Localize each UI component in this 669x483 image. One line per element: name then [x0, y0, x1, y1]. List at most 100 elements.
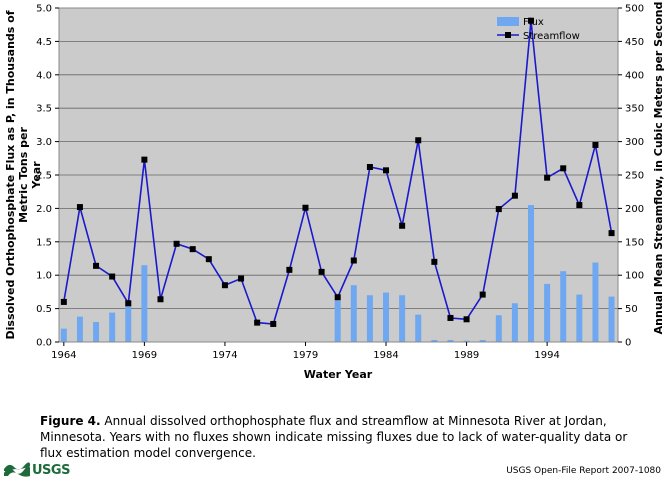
y-left-tick-label: 4.0 — [36, 70, 52, 81]
flux-bar — [350, 285, 357, 342]
left-axis-label-line-3: Year — [30, 161, 43, 190]
streamflow-marker — [109, 273, 116, 280]
y-left-tick-label: 3.5 — [36, 104, 52, 115]
streamflow-marker — [366, 163, 373, 170]
gridlines — [59, 41, 618, 310]
streamflow-marker — [576, 202, 583, 209]
x-tick-label: 1989 — [454, 350, 479, 361]
flux-bar — [592, 262, 599, 342]
y-left-tick-label: 2.5 — [36, 171, 52, 182]
right-axis-label: Annual Mean Streamflow, in Cubic Meters … — [652, 2, 665, 335]
flux-bar — [415, 314, 422, 342]
flux-bar — [60, 328, 67, 342]
streamflow-marker — [221, 282, 228, 289]
streamflow-marker — [495, 206, 502, 213]
y-left-tick-label: 2.0 — [36, 204, 52, 215]
streamflow-marker — [76, 204, 83, 211]
flux-bar — [447, 339, 454, 342]
flux-bar — [431, 339, 438, 342]
streamflow-marker — [383, 167, 390, 174]
flux-bar — [125, 300, 132, 342]
y-left-tick-label: 5.0 — [36, 4, 52, 15]
report-number: USGS Open-File Report 2007-1080 — [506, 466, 661, 476]
x-tick-label: 1974 — [212, 350, 237, 361]
y-right-tick-label: 350 — [625, 104, 644, 115]
right-axis-ticks: 0 50 100 150 200 250 300 350 400 450 500 — [618, 4, 644, 349]
y-right-tick-label: 200 — [625, 204, 644, 215]
flux-bar — [383, 292, 390, 342]
legend-streamflow-marker — [505, 32, 511, 38]
streamflow-marker — [286, 266, 293, 273]
streamflow-marker — [399, 222, 406, 229]
x-tick-label: 1984 — [373, 350, 398, 361]
streamflow-marker — [592, 141, 599, 148]
y-right-tick-label: 150 — [625, 237, 644, 248]
streamflow-marker — [463, 316, 470, 323]
flux-bar — [495, 315, 502, 342]
y-right-tick-label: 250 — [625, 171, 644, 182]
streamflow-marker — [447, 314, 454, 321]
flux-bar — [366, 295, 373, 342]
streamflow-marker — [318, 268, 325, 275]
figure-caption: Figure 4. Annual dissolved orthophosphat… — [40, 413, 640, 461]
streamflow-marker — [189, 246, 196, 253]
streamflow-marker — [141, 156, 148, 163]
streamflow-marker — [238, 275, 245, 282]
flux-bar — [76, 316, 83, 342]
x-tick-label: 1964 — [51, 350, 76, 361]
flux-bar — [511, 303, 518, 342]
streamflow-marker — [93, 262, 100, 269]
flux-bar — [479, 339, 486, 342]
y-left-tick-label: 4.5 — [36, 37, 52, 48]
y-right-tick-label: 0 — [625, 338, 631, 349]
x-tick-label: 1969 — [132, 350, 157, 361]
left-axis-label: Dissolved Orthophosphate Flux as P, in T… — [4, 10, 43, 339]
streamflow-marker — [173, 240, 180, 247]
legend-flux-label: Flux — [523, 17, 544, 28]
y-right-tick-label: 50 — [625, 304, 638, 315]
x-axis-label: Water Year — [304, 368, 373, 381]
streamflow-marker — [415, 137, 422, 144]
usgs-logo-icon — [4, 462, 30, 477]
y-right-tick-label: 300 — [625, 137, 644, 148]
streamflow-marker — [528, 17, 535, 24]
usgs-logo-text: USGS — [32, 462, 70, 478]
flux-bar — [608, 296, 615, 342]
streamflow-line — [60, 17, 615, 327]
flux-bar — [334, 300, 341, 342]
streamflow-marker — [350, 257, 357, 264]
flux-bar — [576, 294, 583, 342]
streamflow-marker — [125, 300, 132, 307]
streamflow-marker — [511, 192, 518, 199]
y-left-tick-label: 3.0 — [36, 137, 52, 148]
flux-bar — [93, 321, 100, 342]
streamflow-marker — [60, 298, 67, 305]
streamflow-marker — [302, 204, 309, 211]
streamflow-marker — [431, 258, 438, 265]
left-axis-label-line-1: Dissolved Orthophosphate Flux as P, in T… — [4, 10, 17, 339]
left-axis-label-line-2: Metric Tons per — [17, 127, 30, 223]
flux-bar — [544, 283, 551, 342]
y-right-tick-label: 450 — [625, 37, 644, 48]
x-tick-label: 1994 — [534, 350, 559, 361]
y-left-tick-label: 0.0 — [36, 338, 52, 349]
y-right-tick-label: 400 — [625, 70, 644, 81]
streamflow-marker — [270, 320, 277, 327]
streamflow-marker — [544, 174, 551, 181]
flux-bar — [109, 312, 116, 342]
usgs-logo: USGS — [4, 462, 70, 478]
y-left-tick-label: 1.0 — [36, 271, 52, 282]
x-tick-label: 1979 — [293, 350, 318, 361]
legend: Flux Streamflow — [497, 17, 580, 42]
caption-text: Annual dissolved orthophosphate flux and… — [40, 414, 628, 460]
y-right-tick-label: 100 — [625, 271, 644, 282]
y-left-tick-label: 0.5 — [36, 304, 52, 315]
flux-bar — [399, 295, 406, 342]
chart: 0.0 0.5 1.0 1.5 2.0 2.5 3.0 3.5 4.0 4.5 5.0 0 50 100… — [4, 2, 665, 381]
x-axis-ticks: 1964 1969 1974 1979 1984 1989 1994 — [51, 342, 560, 361]
caption-label: Figure 4. — [40, 414, 101, 428]
flux-bars — [60, 205, 615, 342]
legend-flux-swatch — [497, 17, 519, 26]
streamflow-marker — [608, 230, 615, 237]
left-axis-ticks: 0.0 0.5 1.0 1.5 2.0 2.5 3.0 3.5 4.0 4.5 5.0 — [36, 4, 59, 349]
